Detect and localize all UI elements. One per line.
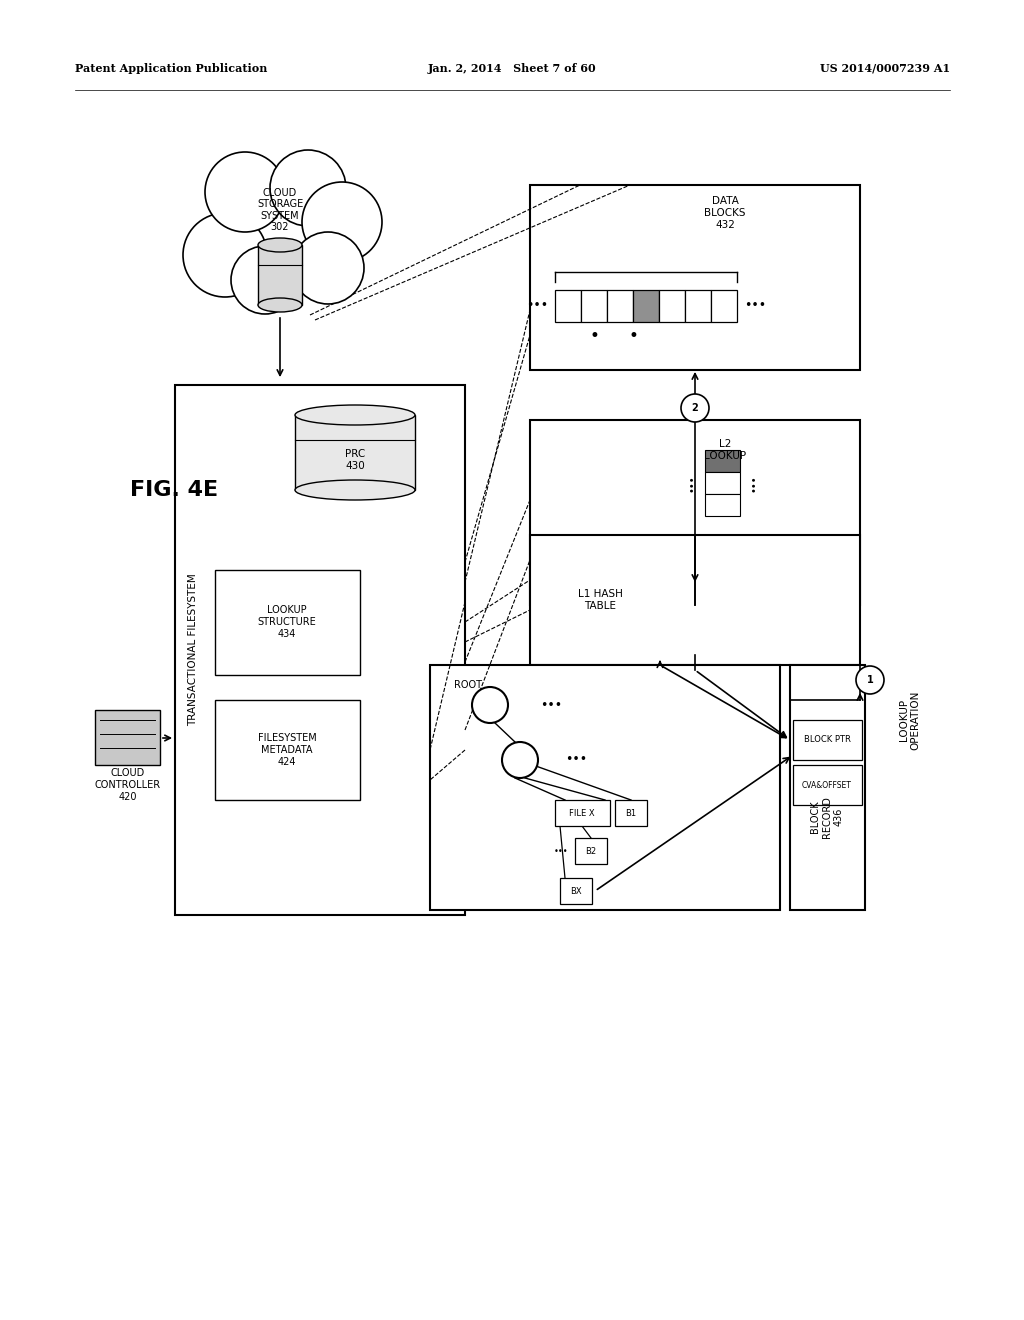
Text: LOOKUP
STRUCTURE
434: LOOKUP STRUCTURE 434 [258,606,316,639]
Bar [711,290,737,322]
Circle shape [502,742,538,777]
Text: ROOT: ROOT [454,680,482,690]
Bar [530,535,860,665]
Text: FILESYSTEM
METADATA
424: FILESYSTEM METADATA 424 [258,734,316,767]
Ellipse shape [295,480,415,500]
Text: B1: B1 [626,808,637,817]
Bar [705,494,740,516]
Text: Jan. 2, 2014   Sheet 7 of 60: Jan. 2, 2014 Sheet 7 of 60 [428,62,596,74]
Circle shape [183,213,267,297]
Circle shape [270,150,346,226]
Text: US 2014/0007239 A1: US 2014/0007239 A1 [820,62,950,74]
Text: •: • [628,327,638,345]
Text: BLOCK
RECORD
436: BLOCK RECORD 436 [810,796,844,838]
Text: •••: ••• [744,300,766,313]
Circle shape [228,187,332,292]
Circle shape [205,152,285,232]
Ellipse shape [295,405,415,425]
Text: 1: 1 [866,675,873,685]
Text: BLOCK PTR: BLOCK PTR [804,735,851,744]
Text: CLOUD
STORAGE
SYSTEM
302: CLOUD STORAGE SYSTEM 302 [257,187,303,232]
Bar [215,700,360,800]
Text: DATA
BLOCKS
432: DATA BLOCKS 432 [705,197,745,230]
Text: B2: B2 [586,846,597,855]
Circle shape [292,232,364,304]
Text: •••: ••• [749,474,759,492]
Text: L2
LOOKUP: L2 LOOKUP [703,440,746,461]
Bar [575,838,607,865]
Text: PRC
430: PRC 430 [345,449,366,471]
Bar [659,290,685,322]
Text: L1 HASH
TABLE: L1 HASH TABLE [578,589,623,611]
Bar [633,290,659,322]
Bar [555,290,581,322]
Bar [95,710,160,766]
Text: CVA&OFFSET: CVA&OFFSET [802,780,852,789]
Circle shape [231,246,299,314]
Text: •••: ••• [540,698,562,711]
Bar [258,246,302,305]
Bar [581,290,607,322]
Text: 2: 2 [691,403,698,413]
Circle shape [472,686,508,723]
Bar [295,414,415,490]
Bar [430,665,780,909]
Ellipse shape [258,298,302,312]
Bar [793,719,862,760]
Bar [215,570,360,675]
Circle shape [856,667,884,694]
Text: LOOKUP
OPERATION: LOOKUP OPERATION [899,690,921,750]
Bar [790,665,865,909]
Text: FIG. 4E: FIG. 4E [130,480,218,500]
Circle shape [302,182,382,261]
Text: •••: ••• [554,846,568,855]
Text: •••: ••• [526,300,548,313]
Bar [607,290,633,322]
Bar [685,290,711,322]
Text: TRANSACTIONAL FILESYSTEM: TRANSACTIONAL FILESYSTEM [188,574,198,726]
Bar [793,766,862,805]
Bar [560,878,592,904]
Text: •••: ••• [686,474,696,492]
Bar [705,473,740,494]
Text: Patent Application Publication: Patent Application Publication [75,62,267,74]
Bar [555,800,610,826]
Text: CLOUD
CONTROLLER
420: CLOUD CONTROLLER 420 [95,768,161,801]
Bar [530,185,860,370]
Bar [615,800,647,826]
Text: BX: BX [570,887,582,895]
Text: •: • [589,327,599,345]
Bar [530,420,860,605]
Circle shape [681,393,709,422]
Ellipse shape [258,238,302,252]
Bar [705,450,740,473]
Text: FILE X: FILE X [569,808,595,817]
Text: •••: ••• [565,754,587,767]
Bar [175,385,465,915]
